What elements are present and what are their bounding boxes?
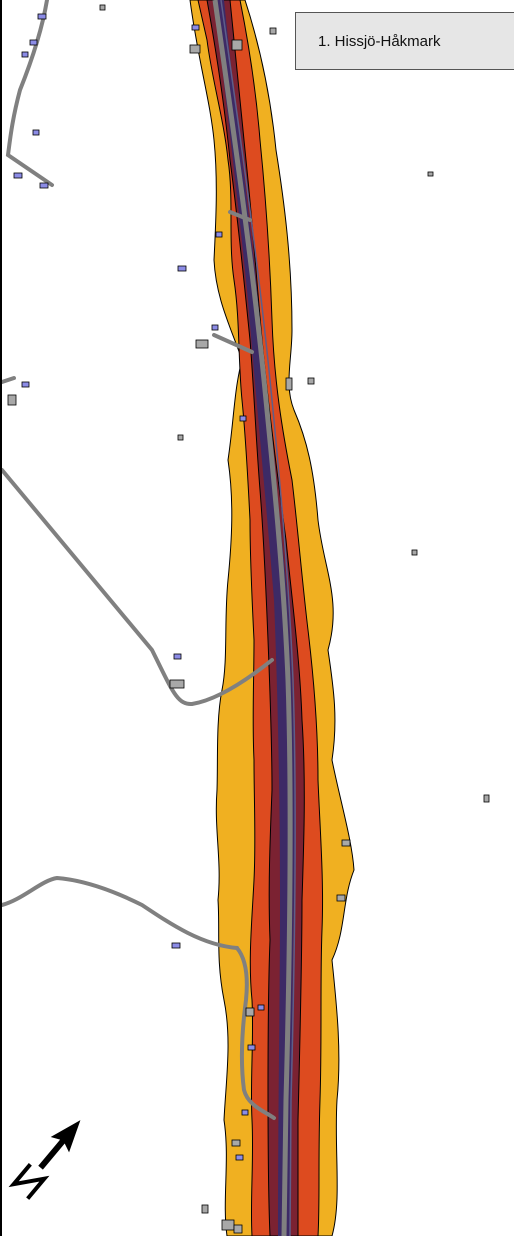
main-road [212, 0, 293, 1236]
north-arrow-icon [8, 1120, 81, 1200]
buildings-other [7, 4, 490, 1234]
map-title: 1. Hissjö-Håkmark [295, 12, 514, 70]
side-roads [2, 0, 276, 1120]
buildings-residential [13, 13, 265, 1161]
rail-line [220, 0, 296, 1236]
